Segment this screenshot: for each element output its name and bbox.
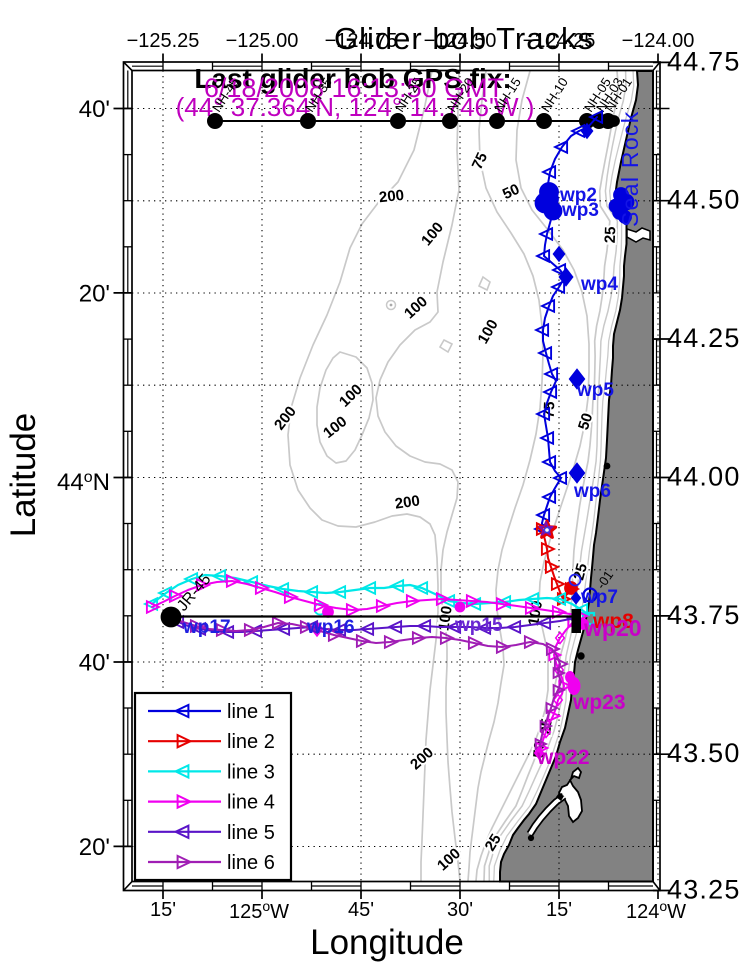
svg-text:wp2: wp2: [559, 185, 597, 206]
svg-text:−124.50: −124.50: [424, 30, 497, 52]
svg-text:44.75: 44.75: [667, 47, 740, 77]
svg-text:43.75: 43.75: [667, 600, 740, 630]
svg-text:−124.75: −124.75: [325, 30, 398, 52]
svg-text:43.25: 43.25: [667, 875, 740, 905]
svg-text:40': 40': [79, 650, 110, 677]
svg-text:43.50: 43.50: [667, 738, 740, 768]
svg-text:44oN: 44oN: [57, 469, 110, 496]
svg-text:−124.00: −124.00: [622, 30, 695, 52]
svg-text:line 2: line 2: [227, 731, 275, 753]
svg-text:125oW: 125oW: [229, 898, 289, 923]
svg-text:124oW: 124oW: [626, 898, 686, 923]
svg-text:Glider bob Tracks: Glider bob Tracks: [334, 21, 594, 56]
svg-text:wp23: wp23: [572, 691, 626, 714]
svg-text:25: 25: [602, 226, 620, 243]
svg-text:Latitude: Latitude: [4, 413, 43, 538]
svg-text:wp15: wp15: [454, 615, 503, 636]
svg-text:(44° 37.364'N, 124° 14.746'W ): (44° 37.364'N, 124° 14.746'W ): [176, 92, 535, 122]
svg-text:Seal Rock: Seal Rock: [617, 110, 643, 227]
svg-text:wp16: wp16: [306, 617, 355, 638]
svg-text:line 3: line 3: [227, 761, 275, 783]
svg-text:wp8: wp8: [592, 610, 634, 633]
svg-text:line 6: line 6: [227, 852, 275, 874]
svg-text:20': 20': [79, 834, 110, 861]
svg-text:200: 200: [394, 492, 421, 512]
svg-text:wp6: wp6: [573, 481, 611, 502]
svg-text:−124.25: −124.25: [523, 30, 596, 52]
svg-text:wp7: wp7: [580, 587, 618, 608]
svg-text:30': 30': [447, 899, 473, 921]
svg-text:line 1: line 1: [227, 701, 275, 723]
svg-text:Longitude: Longitude: [310, 923, 464, 962]
svg-text:line 5: line 5: [227, 822, 275, 844]
svg-text:200: 200: [378, 187, 405, 207]
svg-text:wp22: wp22: [536, 746, 590, 769]
svg-text:−125.25: −125.25: [127, 30, 200, 52]
svg-text:15': 15': [546, 899, 572, 921]
svg-text:line 4: line 4: [227, 792, 275, 814]
svg-text:44.00: 44.00: [667, 462, 740, 492]
svg-text:wp20: wp20: [583, 615, 642, 641]
svg-text:−125.00: −125.00: [226, 30, 299, 52]
svg-text:wp17: wp17: [182, 617, 231, 638]
svg-text:20': 20': [79, 281, 110, 308]
svg-text:44.25: 44.25: [667, 323, 740, 353]
svg-text:wp4: wp4: [580, 274, 618, 295]
svg-text:wp5: wp5: [576, 380, 614, 401]
svg-text:44.50: 44.50: [667, 185, 740, 215]
svg-text:15': 15': [150, 899, 176, 921]
svg-text:45': 45': [348, 899, 374, 921]
svg-text:40': 40': [79, 96, 110, 123]
svg-text:wp3: wp3: [561, 200, 599, 221]
svg-text:6/18/2008 16:13:50 GMT: 6/18/2008 16:13:50 GMT: [204, 73, 504, 103]
svg-text:Last glider bob GPS fix:: Last glider bob GPS fix:: [194, 63, 511, 94]
